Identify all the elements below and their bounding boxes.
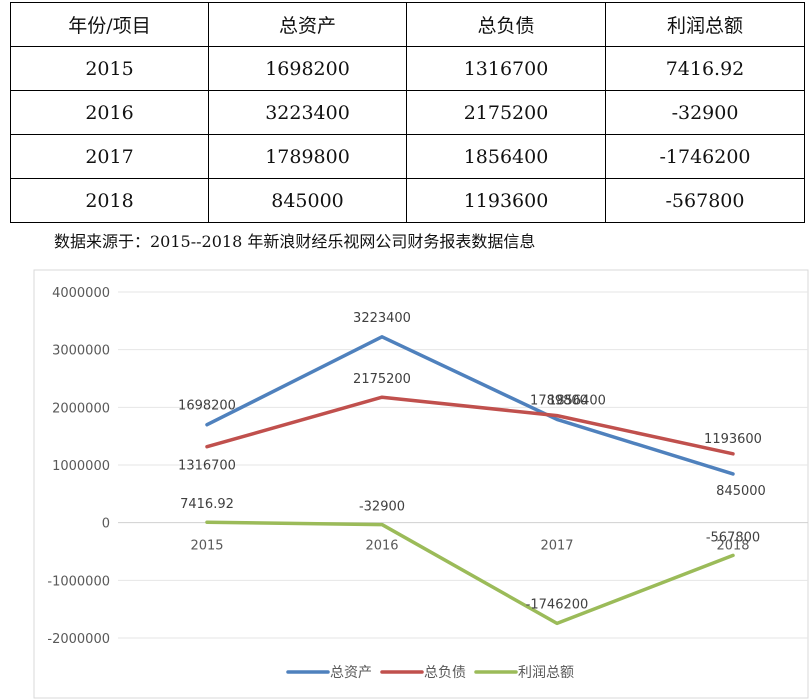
data-labels: 1698200 3223400 1789800 845000 1316700 217520… [178,311,766,613]
x-tick-label: 2018 [716,539,749,554]
x-axis-tick-labels: 2015 2016 2017 2018 [190,539,749,554]
financial-data-table: 年份/项目 总资产 总负债 利润总额 2015 1698200 1316700 … [10,2,805,223]
table-row: 2018 845000 1193600 -567800 [10,178,805,223]
data-label: 7416.92 [180,497,234,512]
y-tick-label: -1000000 [47,574,110,589]
data-label: 1316700 [178,459,236,474]
y-tick-label: 2000000 [52,401,110,416]
data-label: 1698200 [178,399,236,414]
legend: 总资产 总负债 利润总额 [286,665,574,681]
y-tick-label: 1000000 [52,459,110,474]
table-cell: 1316700 [406,46,606,91]
series-line-1 [205,395,735,456]
legend-label: 利润总额 [518,665,574,681]
table-cell: 2015 [10,46,209,91]
data-label: 1856400 [548,394,606,409]
legend-label: 总负债 [424,665,466,681]
series-lines [205,335,735,626]
table-header-row: 年份/项目 总资产 总负债 利润总额 [10,2,805,47]
table-row: 2015 1698200 1316700 7416.92 [10,46,805,91]
data-label: 3223400 [353,311,411,326]
chart-area-border [33,269,809,699]
table-row: 2016 3223400 2175200 -32900 [10,90,805,135]
table-cell: 1193600 [406,178,606,223]
y-tick-label: 3000000 [52,344,110,359]
table-cell: -567800 [605,178,805,223]
x-tick-label: 2017 [540,539,573,554]
table-cell: 2017 [10,134,209,179]
table-cell: -32900 [605,90,805,135]
table-header-cell: 利润总额 [605,2,805,47]
data-label: 2175200 [353,372,411,387]
x-tick-label: 2015 [190,539,223,554]
table-cell: 1698200 [208,46,407,91]
table-cell: -1746200 [605,134,805,179]
x-tick-label: 2016 [365,539,398,554]
series-line-2 [205,520,735,626]
data-label: 1193600 [704,432,762,447]
table-cell: 2018 [10,178,209,223]
table-cell: 1789800 [208,134,407,179]
table-header-cell: 总资产 [208,2,407,47]
table-cell: 7416.92 [605,46,805,91]
data-source-note: 数据来源于：2015--2018 年新浪财经乐视网公司财务报表数据信息 [54,232,536,251]
table-header-cell: 年份/项目 [10,2,209,47]
table-header-cell: 总负债 [406,2,606,47]
y-tick-label: 4000000 [52,286,110,301]
y-tick-label: -2000000 [47,632,110,647]
data-label: 1789800 [530,393,588,408]
data-label: 845000 [716,484,766,499]
table-cell: 845000 [208,178,407,223]
data-label: -567800 [706,530,760,545]
table-cell: 2175200 [406,90,606,135]
data-label: -1746200 [526,597,589,612]
legend-label: 总资产 [330,665,372,681]
table-cell: 1856400 [406,134,606,179]
table-cell: 2016 [10,90,209,135]
table-row: 2017 1789800 1856400 -1746200 [10,134,805,179]
series-line-0 [205,335,735,476]
y-axis-tick-labels: 4000000 3000000 2000000 1000000 0 -1000000 -20… [47,286,110,647]
table-cell: 3223400 [208,90,407,135]
line-chart: 4000000 3000000 2000000 1000000 0 -1000000 -20… [33,269,809,699]
y-tick-label: 0 [102,517,110,532]
data-label: -32900 [359,500,405,515]
